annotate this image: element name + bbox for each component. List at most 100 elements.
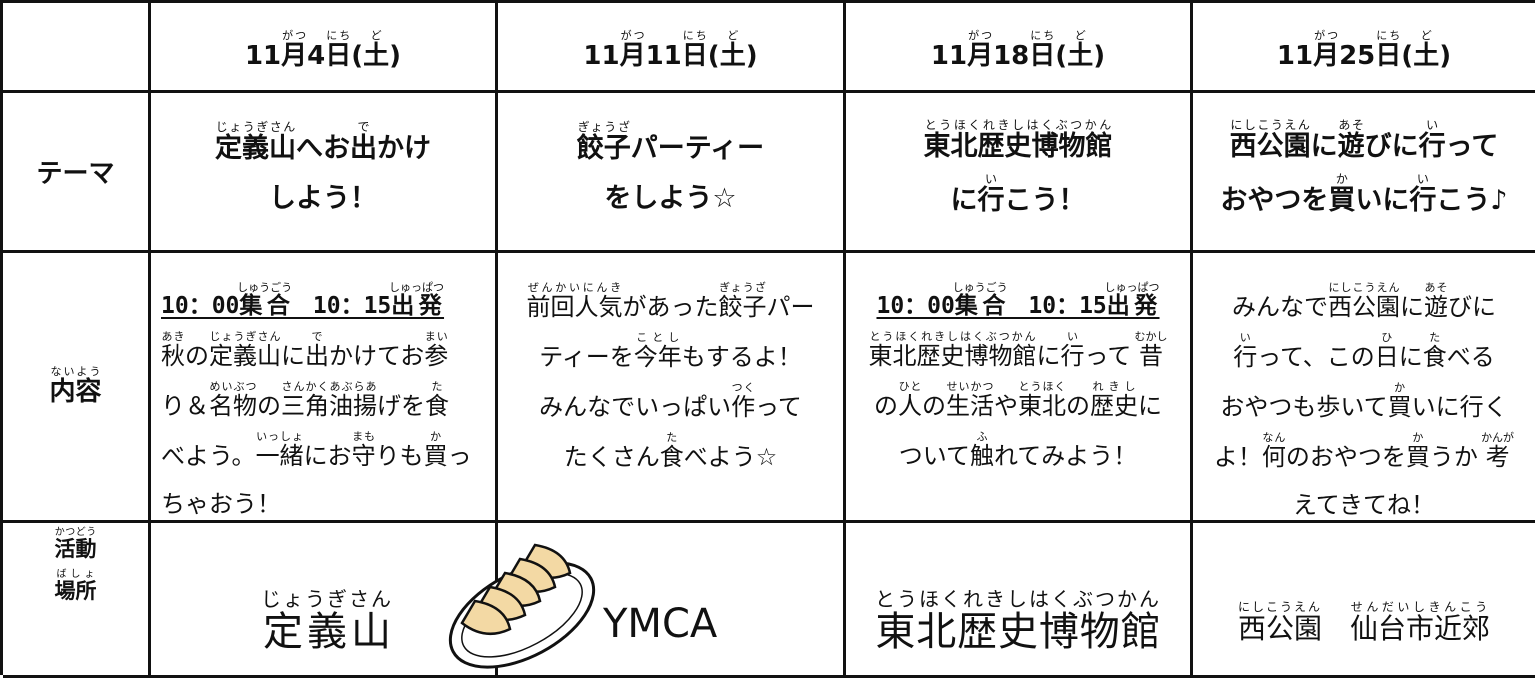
theme-cell: 餃子ぎょうざパーティー をしよう☆: [498, 93, 846, 253]
text-line: をしよう☆: [604, 174, 736, 224]
word: 18: [993, 41, 1030, 71]
content-cell: みんなで西公園にしこうえんに遊あそびに 行いって、この日ひに食たべる おやつも歩いて…: [1193, 253, 1535, 523]
date-cell: 11月がつ11日にち(土ど): [498, 3, 846, 93]
ruby-word: 行い: [1061, 330, 1085, 370]
word: 買: [1328, 184, 1356, 216]
ruby-word: 集合しゅうごう: [237, 281, 292, 319]
word: 秋: [161, 342, 185, 370]
word: 25: [1339, 41, 1376, 71]
text-line: ティーを今年ことしもするよ！: [539, 331, 802, 381]
ruby-word: 人ひと: [898, 380, 922, 420]
furigana: まい: [424, 330, 449, 343]
furigana: さんかくあぶらあ: [281, 380, 377, 393]
content-cell: 10：00集合しゅうごう 10：15出発しゅっぱつ 東北歴史博物館とうほくれきしは…: [846, 253, 1193, 523]
word: 参: [424, 342, 449, 370]
furigana: ひと: [898, 380, 922, 393]
text-line: 11月がつ11日にち(土ど): [583, 29, 757, 72]
furigana: た: [659, 431, 684, 444]
word: 東北歴史博物館: [868, 342, 1037, 370]
furigana: か: [1387, 381, 1412, 394]
row-label: 内容ないよう: [3, 253, 151, 523]
text-line: の人ひとの生活せいかつや東北とうほくの歴史れきしに: [874, 380, 1162, 430]
furigana: じょうぎさん: [215, 119, 296, 134]
furigana: にしこうえん: [1237, 600, 1322, 614]
word: ティーを: [539, 343, 634, 371]
theme-cell: 西公園にしこうえんに遊あそびに行いって おやつを買かいに行いこう♪: [1193, 93, 1535, 253]
word: 内容: [49, 377, 102, 407]
theme-cell: 東北歴史博物館とうほくれきしはくぶつかん に行いこう！: [846, 93, 1193, 253]
text-line: ちゃおう！: [161, 480, 281, 520]
word: の: [257, 392, 281, 420]
word: かけてお: [329, 342, 425, 370]
word: 出発: [389, 293, 445, 319]
word: 行: [1409, 184, 1437, 216]
furigana: なん: [1261, 431, 1286, 444]
word: 触: [970, 442, 994, 470]
text-line: 東北歴史博物館とうほくれきしはくぶつかん: [875, 587, 1161, 657]
furigana: がつ: [281, 29, 308, 42]
furigana: ど: [1413, 29, 1440, 42]
word: 東北歴史博物館: [875, 609, 1161, 655]
content-cell: 前回人気ぜんかいにんきがあった餃子ぎょうざパー ティーを今年ことしもするよ！ みんな…: [498, 253, 846, 523]
ruby-word: 作つく: [731, 381, 755, 421]
word: に: [281, 342, 305, 370]
word: 名物: [209, 392, 257, 420]
word: (: [1401, 41, 1414, 71]
furigana: せんだいしきんこう: [1350, 600, 1490, 614]
ruby-word: 行い: [1418, 118, 1446, 162]
text-line: よ！何なんのおやつを買かうか 考かんが: [1214, 431, 1514, 481]
word: のおやつを: [1285, 443, 1406, 471]
word: 守: [351, 442, 376, 470]
word: ついて: [898, 442, 970, 470]
word: ): [1093, 41, 1106, 71]
word: 行: [1418, 130, 1446, 162]
word: 定義山: [261, 609, 393, 655]
word: パーティー: [630, 132, 765, 164]
word: 11: [583, 41, 620, 71]
ruby-word: 食た: [660, 431, 684, 471]
gyoza-illustration: [448, 543, 596, 669]
word: ちゃおう！: [161, 490, 281, 518]
ruby-word: 西公園にしこうえん: [1328, 281, 1400, 321]
word: に: [1310, 130, 1338, 162]
word: に: [1400, 293, 1424, 321]
furigana: とうほくれきしはくぶつかん: [875, 587, 1161, 611]
word: かけ: [377, 132, 431, 164]
word: べよう。: [161, 442, 256, 470]
furigana: めいぶつ: [209, 380, 257, 393]
word: パー: [766, 293, 815, 321]
furigana: かつどう: [54, 527, 97, 538]
content-cell: 10：00集合しゅうごう 10：15出発しゅっぱつ 秋あきの定義山じょうぎさんに出…: [151, 253, 498, 523]
word: 遊: [1424, 293, 1448, 321]
text-line: 内容ないよう: [49, 365, 101, 408]
word: 出: [350, 132, 377, 164]
word: 西公園: [1229, 130, 1311, 162]
word: 何: [1261, 443, 1286, 471]
ruby-word: 今年ことし: [634, 331, 682, 371]
furigana: じょうぎさん: [261, 587, 393, 611]
word: ): [389, 41, 402, 71]
word: 定義山: [209, 342, 281, 370]
word: えてきてね！: [1292, 491, 1436, 519]
text-line: 定義山じょうぎさんへお出でかけ: [215, 120, 431, 174]
ruby-word: 行い: [1409, 172, 1437, 216]
word: の: [185, 342, 209, 370]
ruby-word: 西公園にしこうえん: [1238, 600, 1322, 645]
ruby-word: 日にち: [1375, 29, 1401, 71]
word: 11: [1276, 41, 1314, 71]
word: 10：00: [161, 293, 240, 319]
date-cell: 11月がつ18日にち(土ど): [846, 3, 1193, 93]
ruby-word: 活動かつどう: [55, 527, 97, 561]
ruby-word: 生活せいかつ: [946, 380, 994, 420]
furigana: あき: [161, 330, 185, 343]
word: みんなで: [1232, 293, 1328, 321]
word: って: [1445, 130, 1499, 162]
place-cell: 西公園にしこうえん 仙台市近郊せんだいしきんこう: [1193, 523, 1535, 678]
ruby-word: 三角油揚さんかくあぶらあ: [281, 380, 377, 420]
word: たくさん: [563, 443, 660, 471]
word: 10：15: [1005, 293, 1107, 319]
word: 歴史: [1090, 392, 1138, 420]
ruby-word: 出で: [350, 120, 377, 164]
furigana: しゅうごう: [237, 281, 293, 294]
